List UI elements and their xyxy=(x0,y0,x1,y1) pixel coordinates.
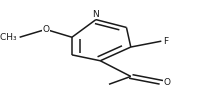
Text: OCH₃: OCH₃ xyxy=(0,33,17,42)
Text: O: O xyxy=(42,25,49,34)
Text: N: N xyxy=(93,10,99,19)
Text: O: O xyxy=(164,78,170,87)
Text: F: F xyxy=(164,37,169,46)
